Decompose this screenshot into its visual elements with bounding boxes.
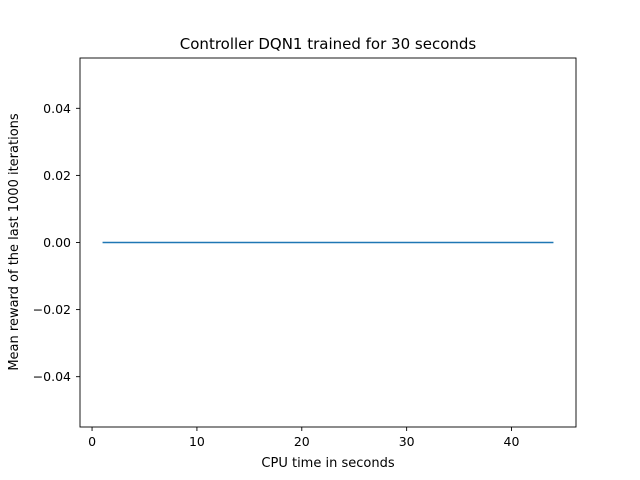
y-tick-label: −0.04	[33, 369, 71, 384]
x-tick-label: 0	[88, 434, 96, 449]
x-tick-label: 30	[399, 434, 415, 449]
y-tick-label: 0.02	[43, 168, 71, 183]
x-tick-label: 10	[189, 434, 205, 449]
y-tick-label: 0.00	[43, 235, 71, 250]
y-tick-label: −0.02	[33, 302, 71, 317]
x-axis-label: CPU time in seconds	[261, 456, 394, 471]
x-tick-label: 20	[294, 434, 310, 449]
y-tick-label: 0.04	[43, 101, 71, 116]
x-axis-ticks: 0 10 20 30 40	[88, 427, 520, 449]
y-axis-label: Mean reward of the last 1000 iterations	[7, 113, 22, 371]
x-tick-label: 40	[504, 434, 520, 449]
chart-title: Controller DQN1 trained for 30 seconds	[180, 35, 477, 53]
y-axis-ticks: −0.04 −0.02 0.00 0.02 0.04	[33, 101, 80, 384]
